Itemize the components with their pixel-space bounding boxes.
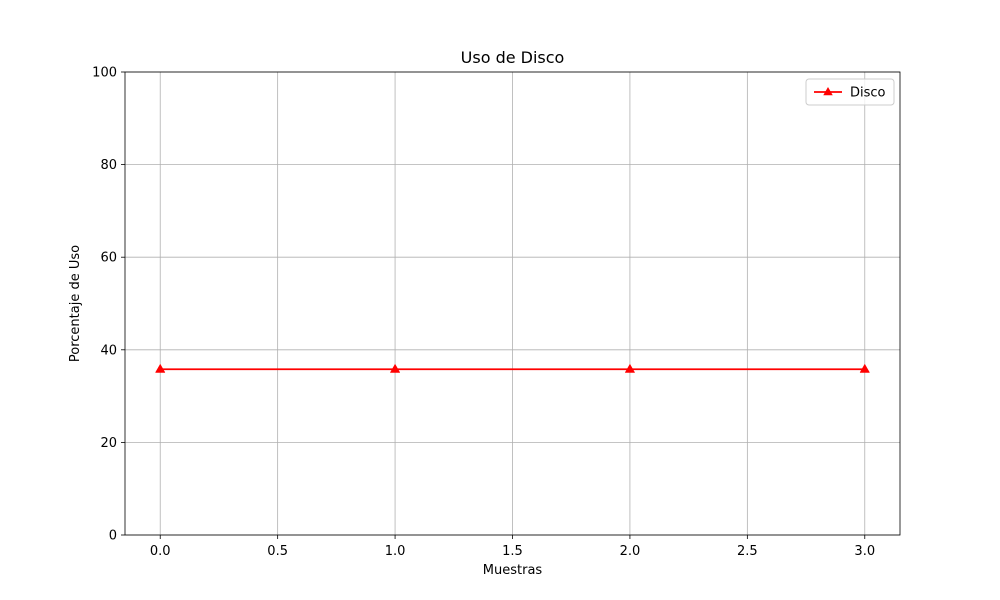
tick-layer: 0.0 0.5 1.0 1.5 2.0 2.5 3.0 0 20 40 60 80 100 <box>92 66 875 560</box>
x-tick-label: 2.5 <box>737 544 758 559</box>
x-axis-label: Muestras <box>483 563 543 578</box>
y-tick-label: 20 <box>100 436 117 451</box>
x-tick-label: 0.0 <box>150 544 171 559</box>
data-point-marker <box>389 363 401 373</box>
data-point-marker <box>624 363 636 373</box>
x-tick-label: 0.5 <box>267 544 288 559</box>
series-layer <box>155 363 870 373</box>
y-tick-label: 80 <box>100 158 117 173</box>
data-point-marker <box>155 363 166 373</box>
legend-box <box>805 78 895 106</box>
y-tick-label: 100 <box>92 66 117 81</box>
plot-frame <box>124 71 901 536</box>
legend-marker-icon <box>823 87 833 96</box>
x-tick-label: 3.0 <box>854 544 875 559</box>
y-tick-label: 0 <box>109 529 117 544</box>
x-tick-label: 1.5 <box>502 544 523 559</box>
y-axis-label: Porcentaje de Uso <box>68 245 83 362</box>
x-tick-label: 2.0 <box>620 544 641 559</box>
legend-label: Disco <box>850 86 886 101</box>
y-tick-label: 40 <box>100 343 117 358</box>
x-tick-label: 1.0 <box>385 544 406 559</box>
data-point-marker <box>859 363 870 373</box>
grid-layer <box>125 71 900 536</box>
chart-title: Uso de Disco <box>461 48 565 67</box>
y-tick-label: 60 <box>100 251 117 266</box>
legend: Disco <box>805 78 895 106</box>
